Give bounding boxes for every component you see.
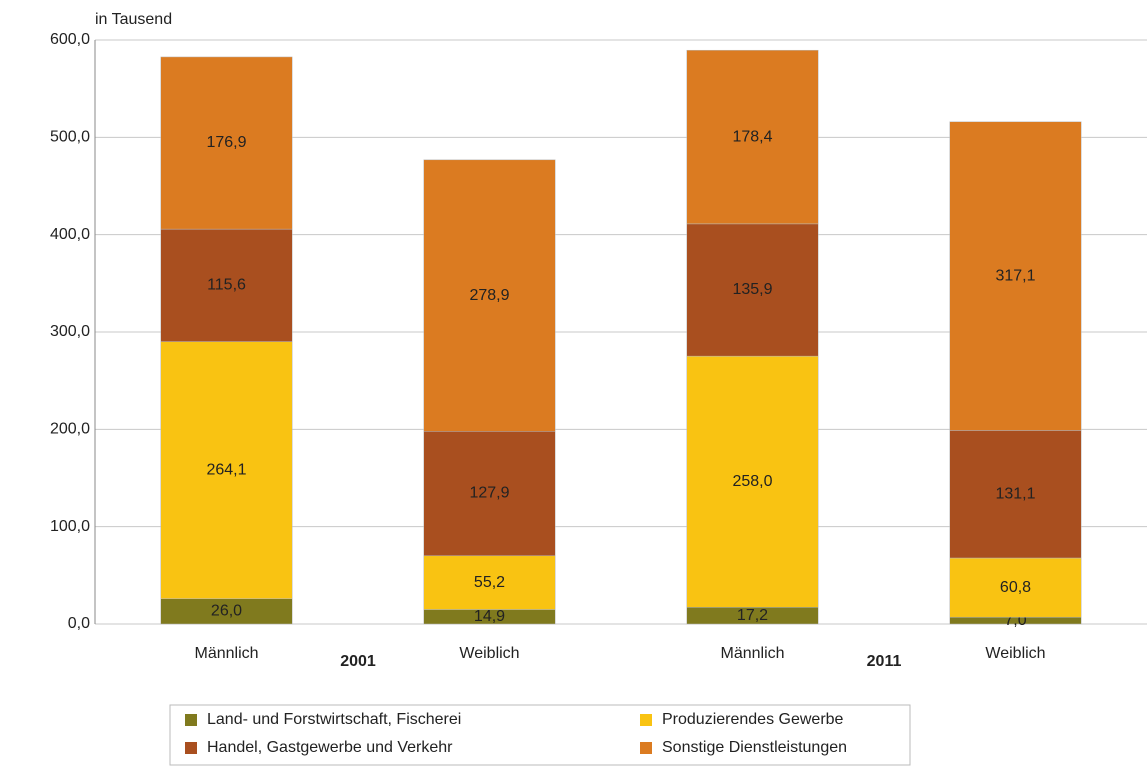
bar-segment xyxy=(949,121,1082,431)
data-label: 14,9 xyxy=(474,608,505,625)
data-label: 26,0 xyxy=(211,603,242,620)
data-label: 55,2 xyxy=(474,574,505,591)
data-label: 176,9 xyxy=(206,134,246,151)
bar-segment xyxy=(160,341,293,599)
y-tick-label: 100,0 xyxy=(50,518,90,535)
y-tick-label: 300,0 xyxy=(50,323,90,340)
y-tick-label: 600,0 xyxy=(50,31,90,48)
x-tick-label: Weiblich xyxy=(985,645,1045,662)
data-label: 115,6 xyxy=(207,277,246,294)
legend-swatch xyxy=(185,742,197,754)
legend-swatch xyxy=(640,714,652,726)
data-label: 135,9 xyxy=(732,281,772,298)
legend-swatch xyxy=(185,714,197,726)
bar-segment xyxy=(686,355,819,608)
bar-segment xyxy=(686,223,819,357)
bar-segment xyxy=(160,598,293,625)
y-tick-label: 200,0 xyxy=(50,421,90,438)
y-tick-label: 500,0 xyxy=(50,129,90,146)
data-label: 278,9 xyxy=(469,287,509,304)
legend-label: Handel, Gastgewerbe und Verkehr xyxy=(207,739,453,756)
bar-segment xyxy=(160,56,293,230)
data-label: 60,8 xyxy=(1000,579,1031,596)
y-tick-label: 400,0 xyxy=(50,226,90,243)
data-label: 131,1 xyxy=(995,485,1035,502)
y-axis-label: in Tausend xyxy=(95,11,172,28)
x-tick-label: Männlich xyxy=(194,645,258,662)
x-tick-label: Weiblich xyxy=(459,645,519,662)
bar-segment xyxy=(423,555,556,610)
bar-segment xyxy=(949,557,1082,618)
legend-box xyxy=(169,704,911,766)
bar-segment xyxy=(686,49,819,225)
data-label: 127,9 xyxy=(469,485,509,502)
data-label: 258,0 xyxy=(732,473,772,490)
data-label: 17,2 xyxy=(737,607,768,624)
group-label: 2011 xyxy=(867,653,902,670)
y-tick-label: 0,0 xyxy=(68,615,90,632)
data-label: 178,4 xyxy=(732,128,772,145)
data-label: 264,1 xyxy=(206,461,246,478)
data-label: 317,1 xyxy=(995,267,1035,284)
legend-label: Sonstige Dienstleistungen xyxy=(662,739,847,756)
bar-segment xyxy=(160,228,293,342)
legend-swatch xyxy=(640,742,652,754)
bar-segment xyxy=(423,159,556,432)
legend-label: Produzierendes Gewerbe xyxy=(662,711,844,728)
x-tick-label: Männlich xyxy=(720,645,784,662)
legend-label: Land- und Forstwirtschaft, Fischerei xyxy=(207,711,461,728)
group-label: 2001 xyxy=(340,653,376,670)
